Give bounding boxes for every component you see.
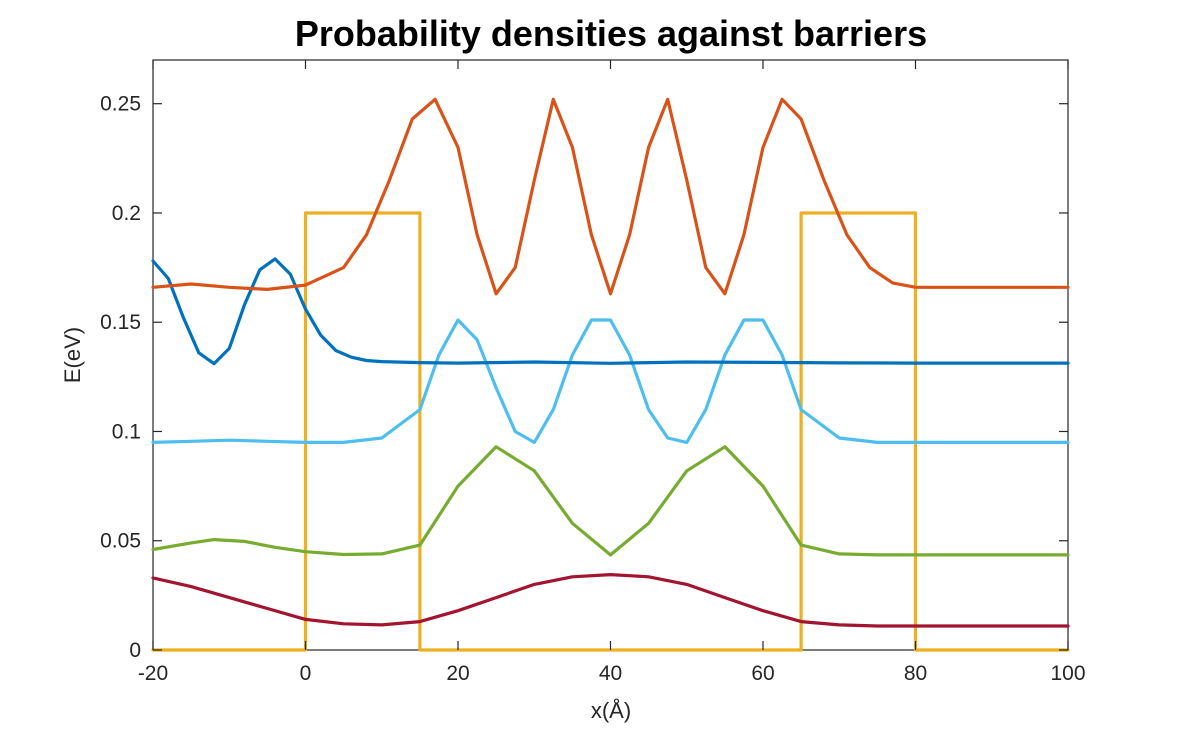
x-axis-label: x(Å) — [591, 698, 631, 723]
series-line-5 — [151, 97, 1070, 296]
x-tick-label: -20 — [138, 662, 168, 685]
y-tick-label: 0.1 — [112, 420, 141, 443]
x-tick-label: 20 — [446, 662, 469, 685]
plot-frame — [152, 59, 1069, 651]
series-line-0 — [151, 211, 1070, 652]
y-tick-label: 0.05 — [100, 530, 141, 553]
x-tick-label: 0 — [300, 662, 312, 685]
x-tick-label: 80 — [904, 662, 927, 685]
series-line-4 — [151, 257, 1070, 366]
series-layer — [151, 97, 1070, 652]
chart-title: Probability densities against barriers — [295, 13, 927, 54]
series-line-3 — [151, 318, 1070, 444]
x-tick-label: 40 — [599, 662, 622, 685]
series-line-1 — [151, 572, 1070, 628]
y-tick-label: 0.15 — [100, 311, 141, 334]
y-axis-label: E(eV) — [60, 327, 85, 383]
x-tick-label: 100 — [1050, 662, 1085, 685]
series-line-2 — [151, 445, 1070, 557]
y-tick-label: 0 — [129, 639, 141, 662]
x-tick-label: 60 — [751, 662, 774, 685]
y-tick-label: 0.2 — [112, 202, 141, 225]
y-tick-label: 0.25 — [100, 93, 141, 116]
